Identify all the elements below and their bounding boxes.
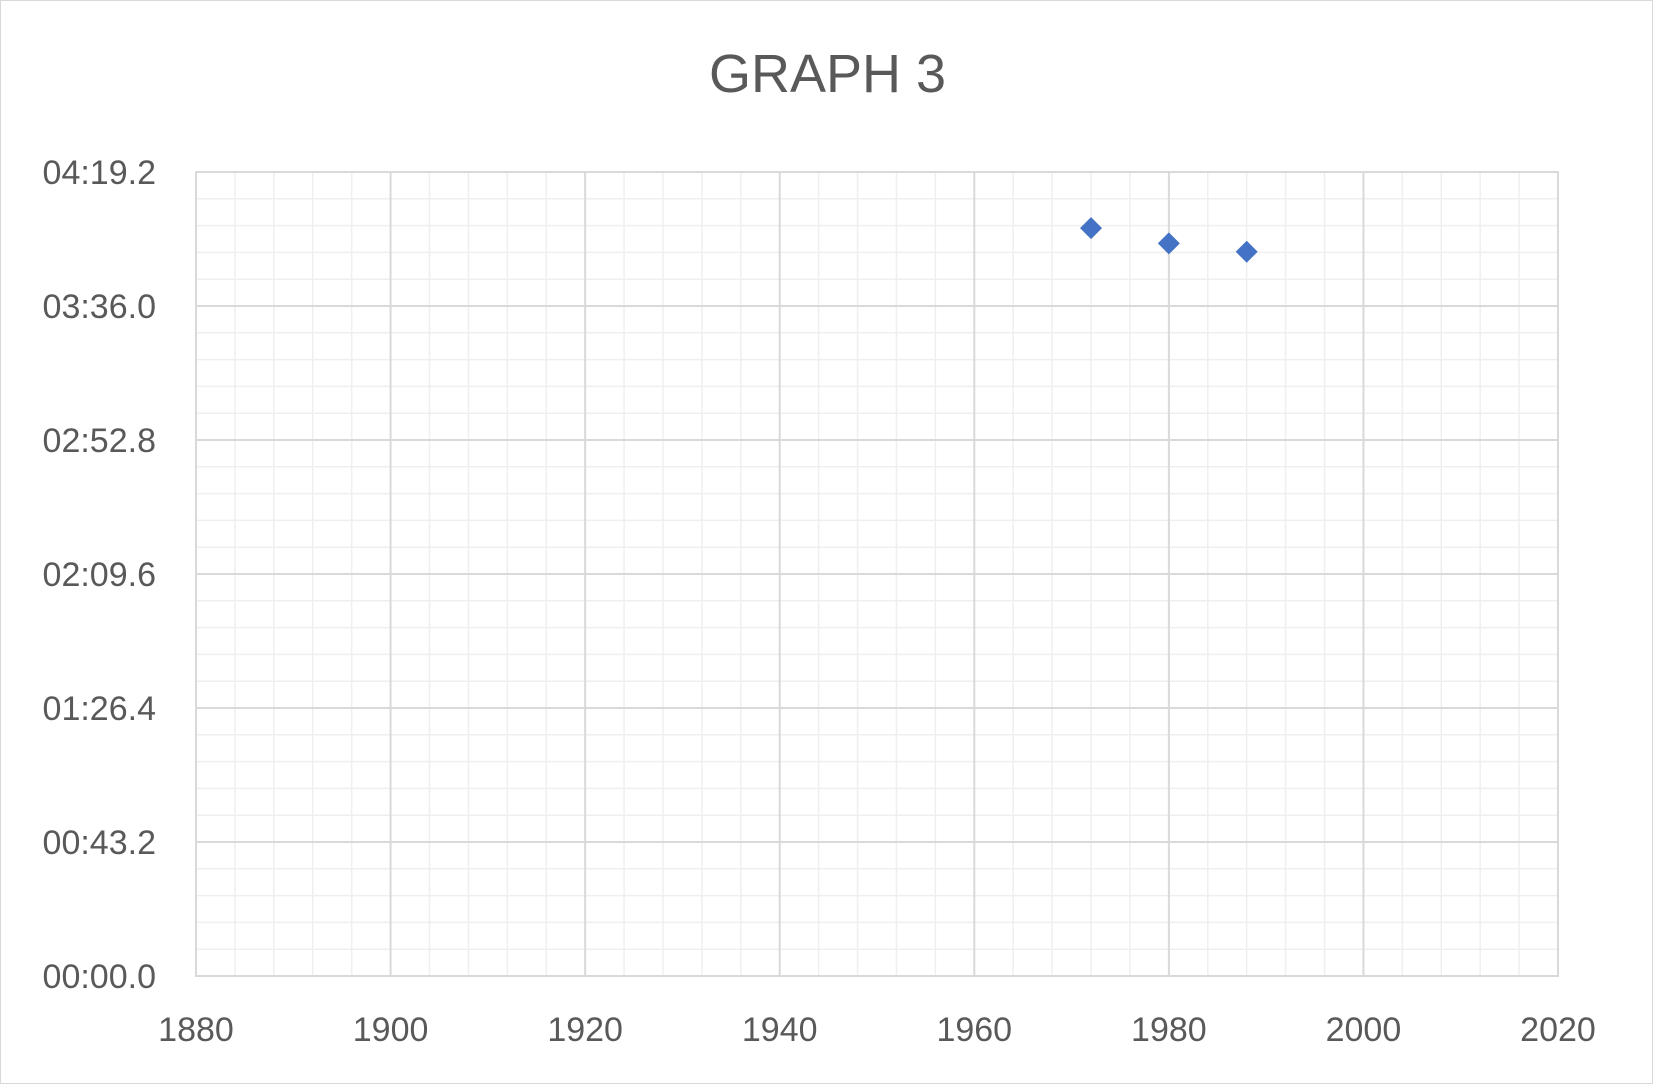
major-gridlines [195,171,1559,977]
y-tick-label: 01:26.4 [43,690,156,728]
data-point-diamond [1080,217,1103,240]
x-tick-label: 1960 [936,1011,1012,1049]
plot-area-border [195,171,1559,977]
data-points [1080,217,1258,263]
x-tick-label: 1920 [547,1011,623,1049]
y-tick-label: 00:00.0 [43,958,156,996]
y-tick-label: 00:43.2 [43,824,156,862]
x-tick-label: 1940 [742,1011,818,1049]
data-point-diamond [1235,240,1258,263]
x-axis-ticks: 1880 1900 1920 1940 1960 1980 2000 2020 [158,1011,1596,1049]
y-tick-label: 02:52.8 [43,422,156,460]
plot-area-rect [195,171,1559,977]
chart-title: GRAPH 3 [708,44,947,104]
y-axis-ticks: 00:00.0 00:43.2 01:26.4 02:09.6 02:52.8 03:36… [43,154,156,996]
x-tick-label: 1900 [353,1011,429,1049]
x-tick-label: 2000 [1326,1011,1402,1049]
data-point-diamond [1157,232,1180,255]
x-tick-label: 1880 [158,1011,234,1049]
y-tick-label: 03:36.0 [43,288,156,326]
x-tick-label: 1980 [1131,1011,1207,1049]
y-tick-label: 04:19.2 [43,154,156,192]
x-tick-label: 2020 [1520,1011,1596,1049]
y-tick-label: 02:09.6 [43,556,156,594]
